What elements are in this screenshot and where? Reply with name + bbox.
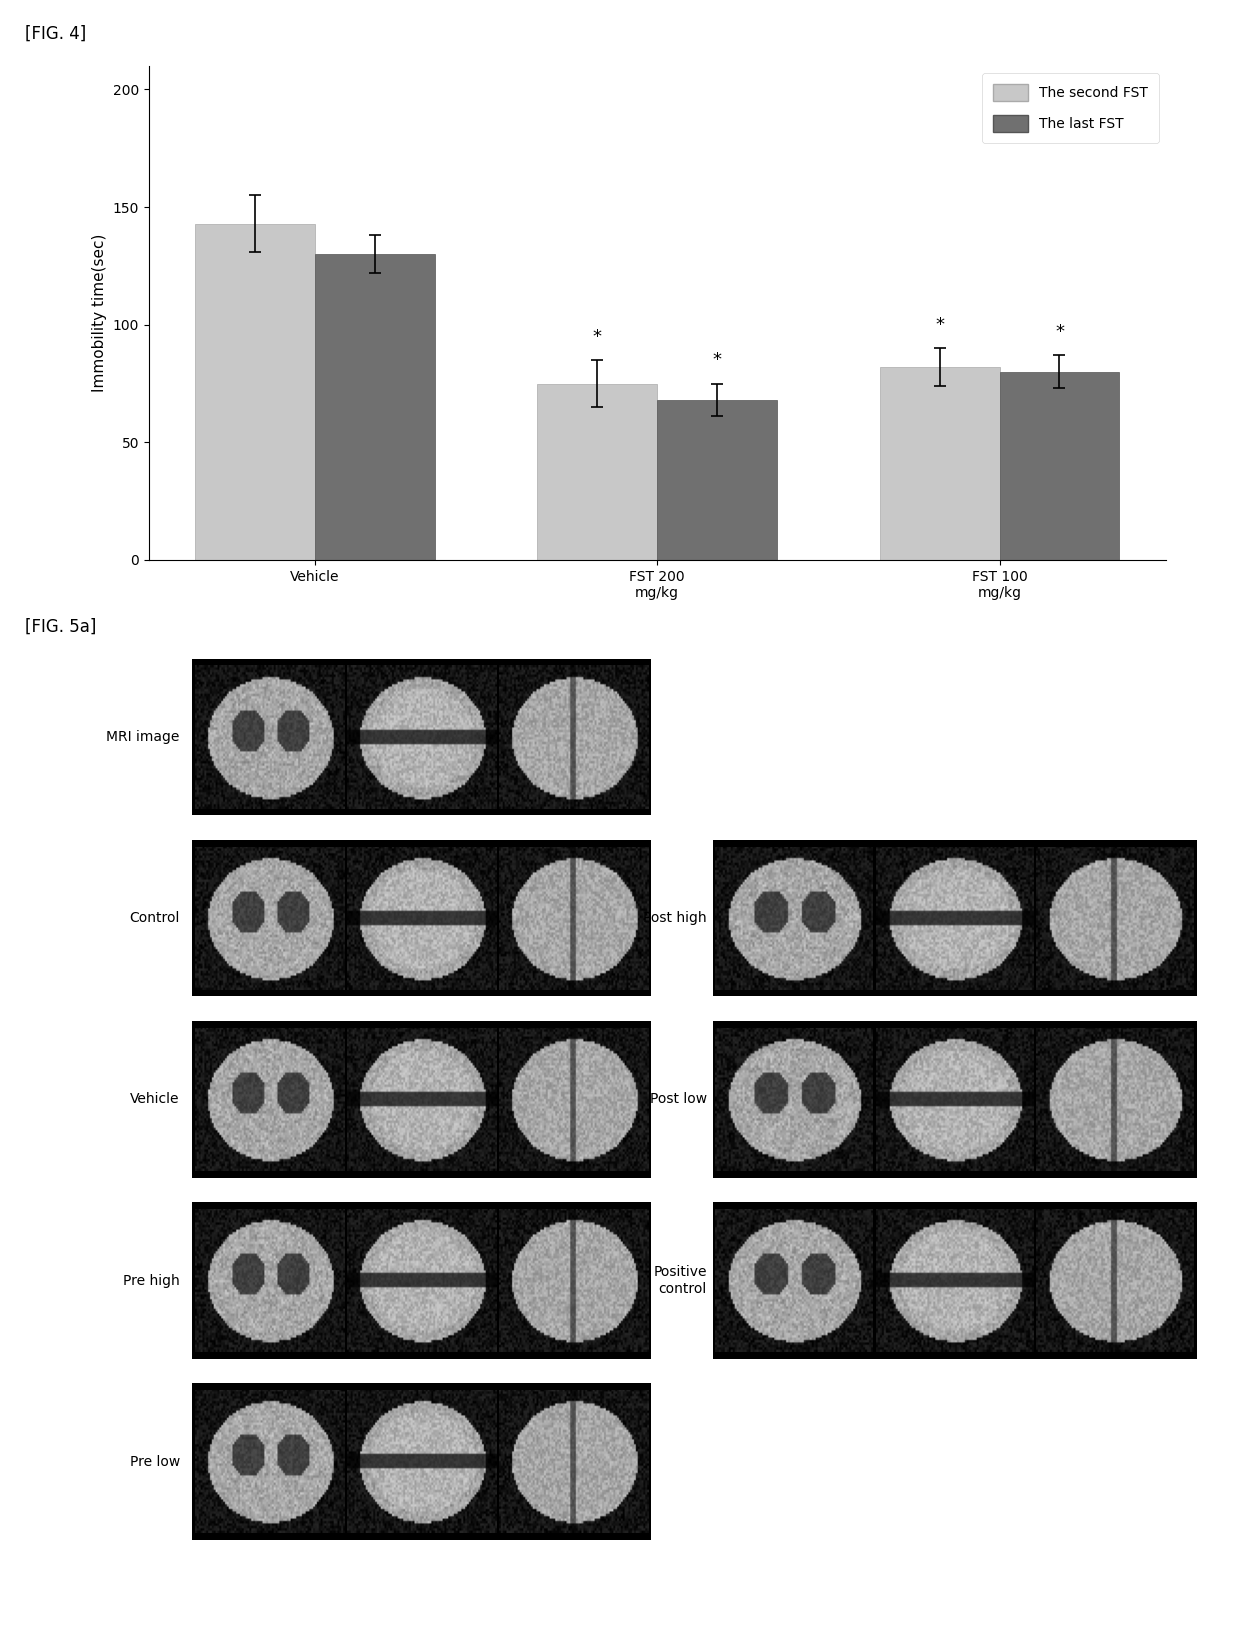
Text: Vehicle: Vehicle: [130, 1092, 180, 1107]
Text: Pre high: Pre high: [123, 1273, 180, 1288]
Legend: The second FST, The last FST: The second FST, The last FST: [982, 72, 1158, 143]
Bar: [315, 254, 435, 560]
Text: Control: Control: [129, 911, 180, 926]
Bar: [657, 400, 777, 560]
Bar: [195, 224, 315, 560]
Text: *: *: [713, 351, 722, 369]
Text: Positive
control: Positive control: [653, 1265, 707, 1296]
Text: [FIG. 4]: [FIG. 4]: [25, 25, 86, 43]
Text: MRI image: MRI image: [107, 730, 180, 744]
Text: Post low: Post low: [650, 1092, 707, 1107]
Text: *: *: [593, 328, 601, 346]
Bar: [999, 372, 1120, 560]
Text: [FIG. 5a]: [FIG. 5a]: [25, 618, 97, 636]
Y-axis label: Immobility time(sec): Immobility time(sec): [92, 234, 107, 392]
Text: Post high: Post high: [644, 911, 707, 926]
Text: *: *: [1055, 323, 1064, 341]
Text: *: *: [935, 316, 944, 334]
Bar: [537, 384, 657, 560]
Bar: [879, 367, 999, 560]
Text: Pre low: Pre low: [129, 1454, 180, 1469]
